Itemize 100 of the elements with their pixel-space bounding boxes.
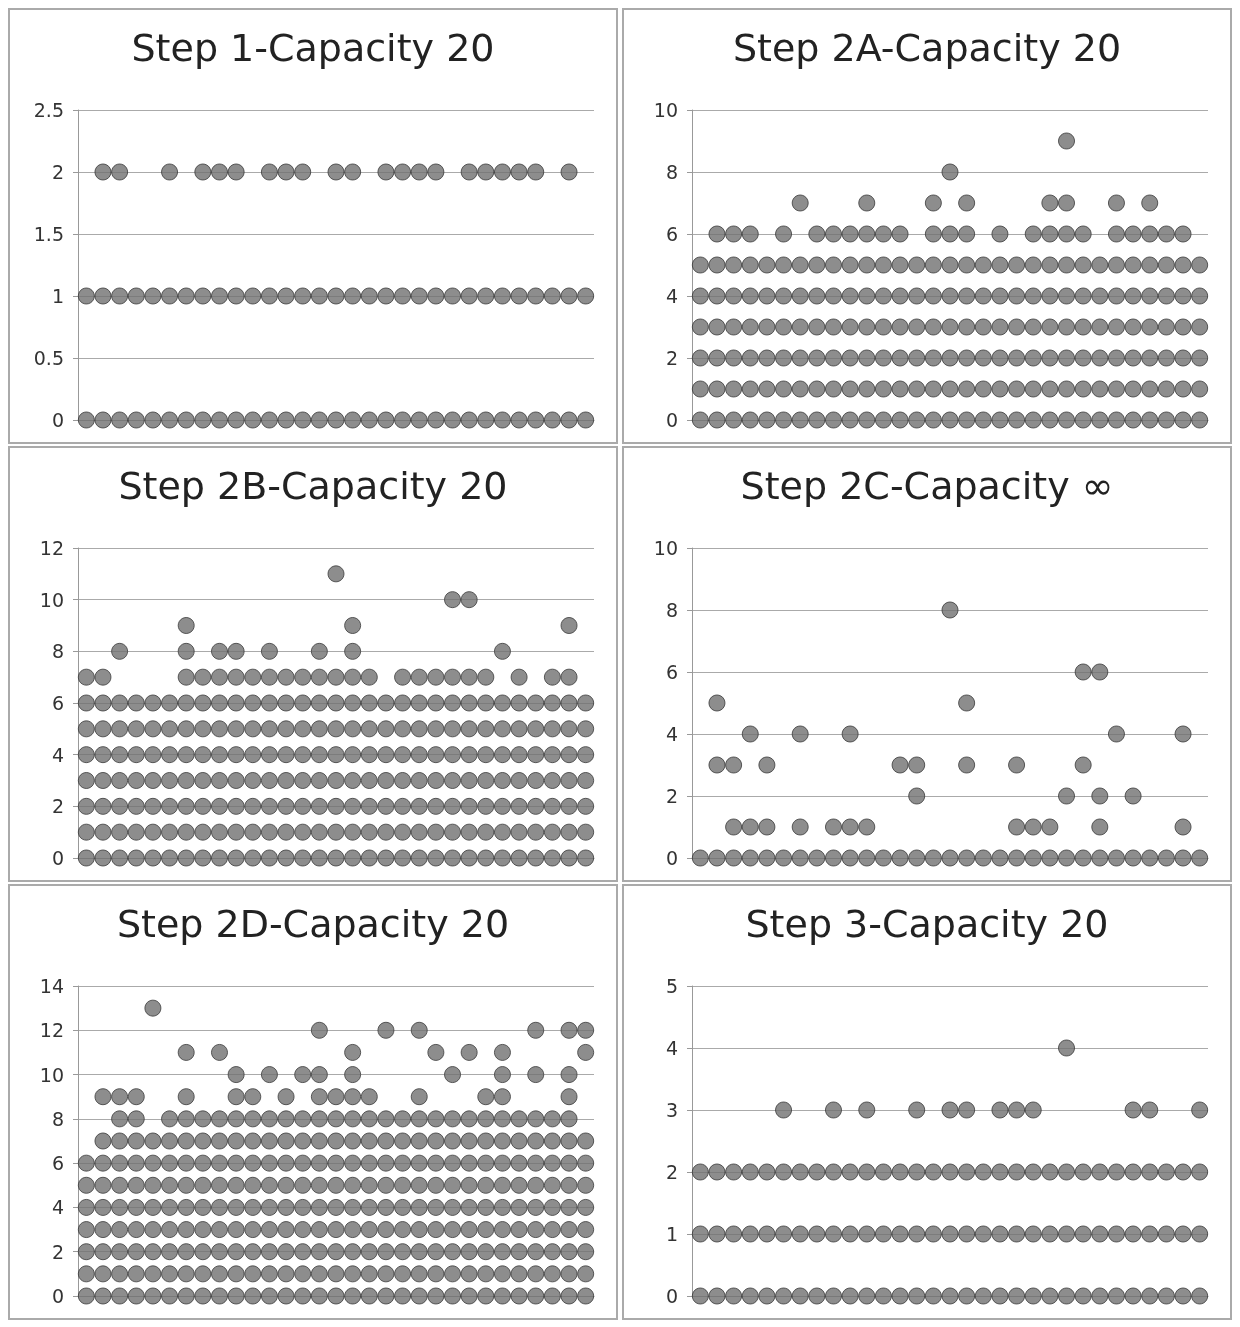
point <box>825 1287 842 1305</box>
point <box>841 225 859 243</box>
point <box>725 287 743 305</box>
point <box>741 1287 759 1305</box>
point <box>127 823 145 841</box>
point <box>444 591 462 609</box>
point <box>194 772 212 789</box>
point <box>510 1243 528 1261</box>
point <box>177 1132 195 1150</box>
point <box>144 1287 162 1305</box>
point <box>791 256 809 274</box>
point <box>758 1287 776 1305</box>
point <box>1074 411 1092 429</box>
point <box>127 1243 145 1261</box>
point <box>427 823 445 841</box>
point <box>924 1287 942 1305</box>
point <box>360 1243 378 1261</box>
point <box>127 1287 145 1305</box>
point <box>775 1287 793 1305</box>
point <box>77 849 95 867</box>
point <box>444 746 462 764</box>
point <box>974 1287 992 1305</box>
point <box>477 1287 495 1305</box>
y-tick-label: 0 <box>51 1285 64 1307</box>
y-tick-label: 2 <box>665 785 678 807</box>
point <box>144 1176 162 1194</box>
point <box>94 797 112 815</box>
point <box>577 797 595 815</box>
point <box>194 1132 212 1150</box>
point <box>858 287 876 305</box>
point <box>577 1287 595 1305</box>
point <box>177 668 195 686</box>
point <box>177 694 195 712</box>
point <box>908 380 926 398</box>
point <box>427 668 445 686</box>
point <box>708 849 726 867</box>
point <box>327 797 345 815</box>
point <box>260 797 278 815</box>
point <box>691 1287 709 1305</box>
point <box>874 349 892 367</box>
point <box>344 1066 362 1084</box>
point <box>460 163 478 181</box>
point <box>1091 818 1109 836</box>
point <box>527 1221 545 1239</box>
point <box>260 1176 278 1194</box>
point <box>94 1198 112 1216</box>
point <box>460 694 478 712</box>
point <box>310 746 328 764</box>
point <box>758 756 776 774</box>
point <box>94 746 112 764</box>
point <box>444 1221 462 1239</box>
point <box>758 818 776 836</box>
point <box>808 349 826 367</box>
point <box>775 1225 793 1243</box>
point <box>577 1043 595 1061</box>
point <box>77 1287 95 1305</box>
point <box>808 225 826 243</box>
point <box>260 287 278 305</box>
point <box>775 1101 793 1119</box>
point <box>161 823 179 841</box>
point <box>194 694 212 712</box>
point <box>1191 411 1209 429</box>
point <box>77 1221 95 1239</box>
point <box>1074 663 1092 681</box>
point <box>244 1132 262 1150</box>
point <box>294 849 312 867</box>
point <box>510 823 528 841</box>
point <box>144 1243 162 1261</box>
point <box>1074 1225 1092 1243</box>
point <box>841 287 859 305</box>
point <box>161 1176 179 1194</box>
point <box>924 287 942 305</box>
point <box>327 849 345 867</box>
point <box>1141 1287 1159 1305</box>
point <box>460 720 478 738</box>
point <box>1157 1163 1175 1181</box>
point <box>708 225 726 243</box>
point <box>991 287 1009 305</box>
point <box>344 746 362 764</box>
point <box>227 1198 245 1216</box>
point <box>1008 380 1026 398</box>
point <box>94 1287 112 1305</box>
point <box>1058 411 1076 429</box>
point <box>127 1198 145 1216</box>
point <box>394 1154 412 1172</box>
point <box>691 318 709 336</box>
point <box>477 1132 495 1150</box>
point <box>775 256 793 274</box>
point <box>344 163 362 181</box>
point <box>974 411 992 429</box>
point <box>111 1265 129 1283</box>
point <box>825 1163 842 1181</box>
point <box>841 256 859 274</box>
point <box>427 746 445 764</box>
point <box>493 746 511 764</box>
point <box>460 1110 478 1128</box>
point <box>791 818 809 836</box>
point <box>377 772 395 789</box>
point <box>527 1110 545 1128</box>
y-tick-label: 8 <box>665 161 678 183</box>
